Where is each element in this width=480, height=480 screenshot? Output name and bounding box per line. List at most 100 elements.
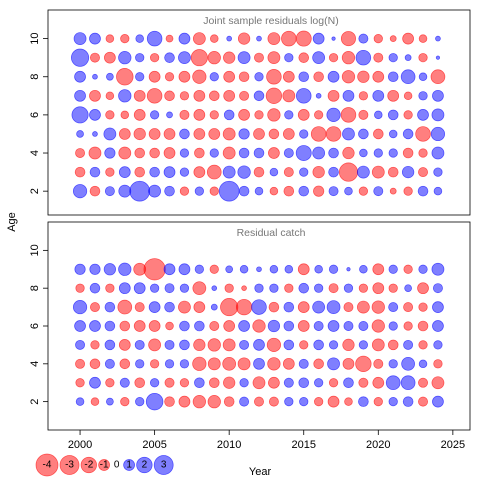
bubble	[148, 301, 161, 313]
bubble	[299, 397, 309, 407]
bubble	[341, 70, 356, 84]
bubble	[76, 130, 84, 138]
bubble	[342, 127, 355, 141]
y-tick-label: 8	[29, 285, 41, 291]
bubble	[432, 395, 444, 408]
bubble	[104, 339, 116, 351]
bubble	[120, 33, 130, 44]
bubble	[148, 70, 161, 83]
y-tick-label: 10	[29, 244, 41, 256]
bubble	[357, 165, 370, 179]
bubble	[74, 320, 86, 332]
bubble	[225, 265, 234, 274]
bubble	[417, 109, 429, 121]
bubble	[238, 109, 250, 121]
bubble	[105, 167, 115, 177]
bubble	[224, 283, 234, 293]
bubble	[209, 148, 219, 158]
bubble	[226, 35, 232, 42]
bubble	[253, 339, 265, 351]
bubble	[358, 91, 368, 101]
bubble	[404, 284, 412, 293]
bubble	[117, 299, 133, 315]
y-tick-label: 6	[29, 323, 41, 329]
bubble	[389, 187, 397, 195]
bubble	[89, 32, 101, 45]
bubble	[435, 55, 441, 60]
legend-label: 2	[142, 460, 148, 471]
bubble	[239, 90, 250, 101]
bubble	[371, 165, 385, 179]
bubble	[299, 340, 309, 350]
bubble	[207, 357, 221, 371]
bubble	[296, 88, 312, 104]
bubble	[355, 49, 372, 66]
bubble	[179, 359, 190, 369]
bubble	[92, 73, 98, 80]
bubble	[118, 184, 132, 198]
y-tick-label: 10	[29, 32, 41, 44]
bubble	[268, 301, 280, 313]
bubble	[435, 35, 441, 42]
bubble	[344, 397, 353, 406]
bubble	[237, 51, 251, 65]
bubble	[327, 320, 340, 332]
bubble	[256, 35, 262, 42]
bubble	[223, 70, 236, 83]
plot-frame	[47, 9, 471, 216]
bubble	[164, 359, 175, 369]
bubble	[163, 263, 176, 276]
bubble	[283, 185, 295, 197]
x-tick-label: 2010	[217, 439, 241, 451]
bubble	[344, 186, 353, 196]
bubble	[388, 148, 398, 158]
bubble	[178, 263, 191, 276]
bubble	[432, 89, 444, 102]
bubble	[241, 285, 247, 291]
bubble	[415, 126, 431, 142]
bubble	[340, 107, 357, 123]
bubble	[401, 165, 415, 179]
bubble	[314, 265, 323, 274]
bubble	[417, 320, 429, 332]
bubble	[342, 146, 355, 160]
bubble	[133, 109, 146, 121]
bubble	[149, 166, 160, 178]
bubble	[90, 302, 100, 313]
bubble	[372, 282, 385, 295]
bubble	[104, 358, 115, 369]
bubble	[75, 148, 86, 158]
bubble	[417, 185, 429, 197]
bubble	[164, 396, 175, 407]
bubble	[150, 359, 160, 369]
bubble	[268, 376, 280, 389]
bubble	[418, 53, 428, 63]
bubble	[402, 128, 414, 140]
bubble	[104, 51, 116, 64]
bubble	[179, 320, 190, 332]
bubble	[164, 72, 175, 82]
bubble	[192, 356, 207, 371]
bubble	[282, 89, 296, 103]
bubble	[269, 186, 279, 196]
bubble	[373, 148, 383, 158]
bubble	[207, 395, 221, 409]
bubble	[105, 91, 115, 101]
bubble	[209, 264, 219, 274]
bubble	[431, 108, 445, 122]
bubble	[313, 185, 325, 197]
bubble	[223, 89, 236, 102]
bubble	[298, 358, 309, 369]
bubble	[328, 340, 339, 350]
bubble	[328, 264, 339, 274]
bubble	[371, 300, 385, 314]
legend-bubble	[59, 455, 80, 475]
bubble	[192, 32, 206, 45]
bubble	[118, 89, 132, 103]
bubble	[74, 263, 86, 275]
bubble	[135, 53, 145, 63]
bubble	[206, 164, 222, 180]
bubble	[254, 186, 264, 196]
bubble	[314, 283, 324, 293]
bubble	[418, 302, 428, 312]
